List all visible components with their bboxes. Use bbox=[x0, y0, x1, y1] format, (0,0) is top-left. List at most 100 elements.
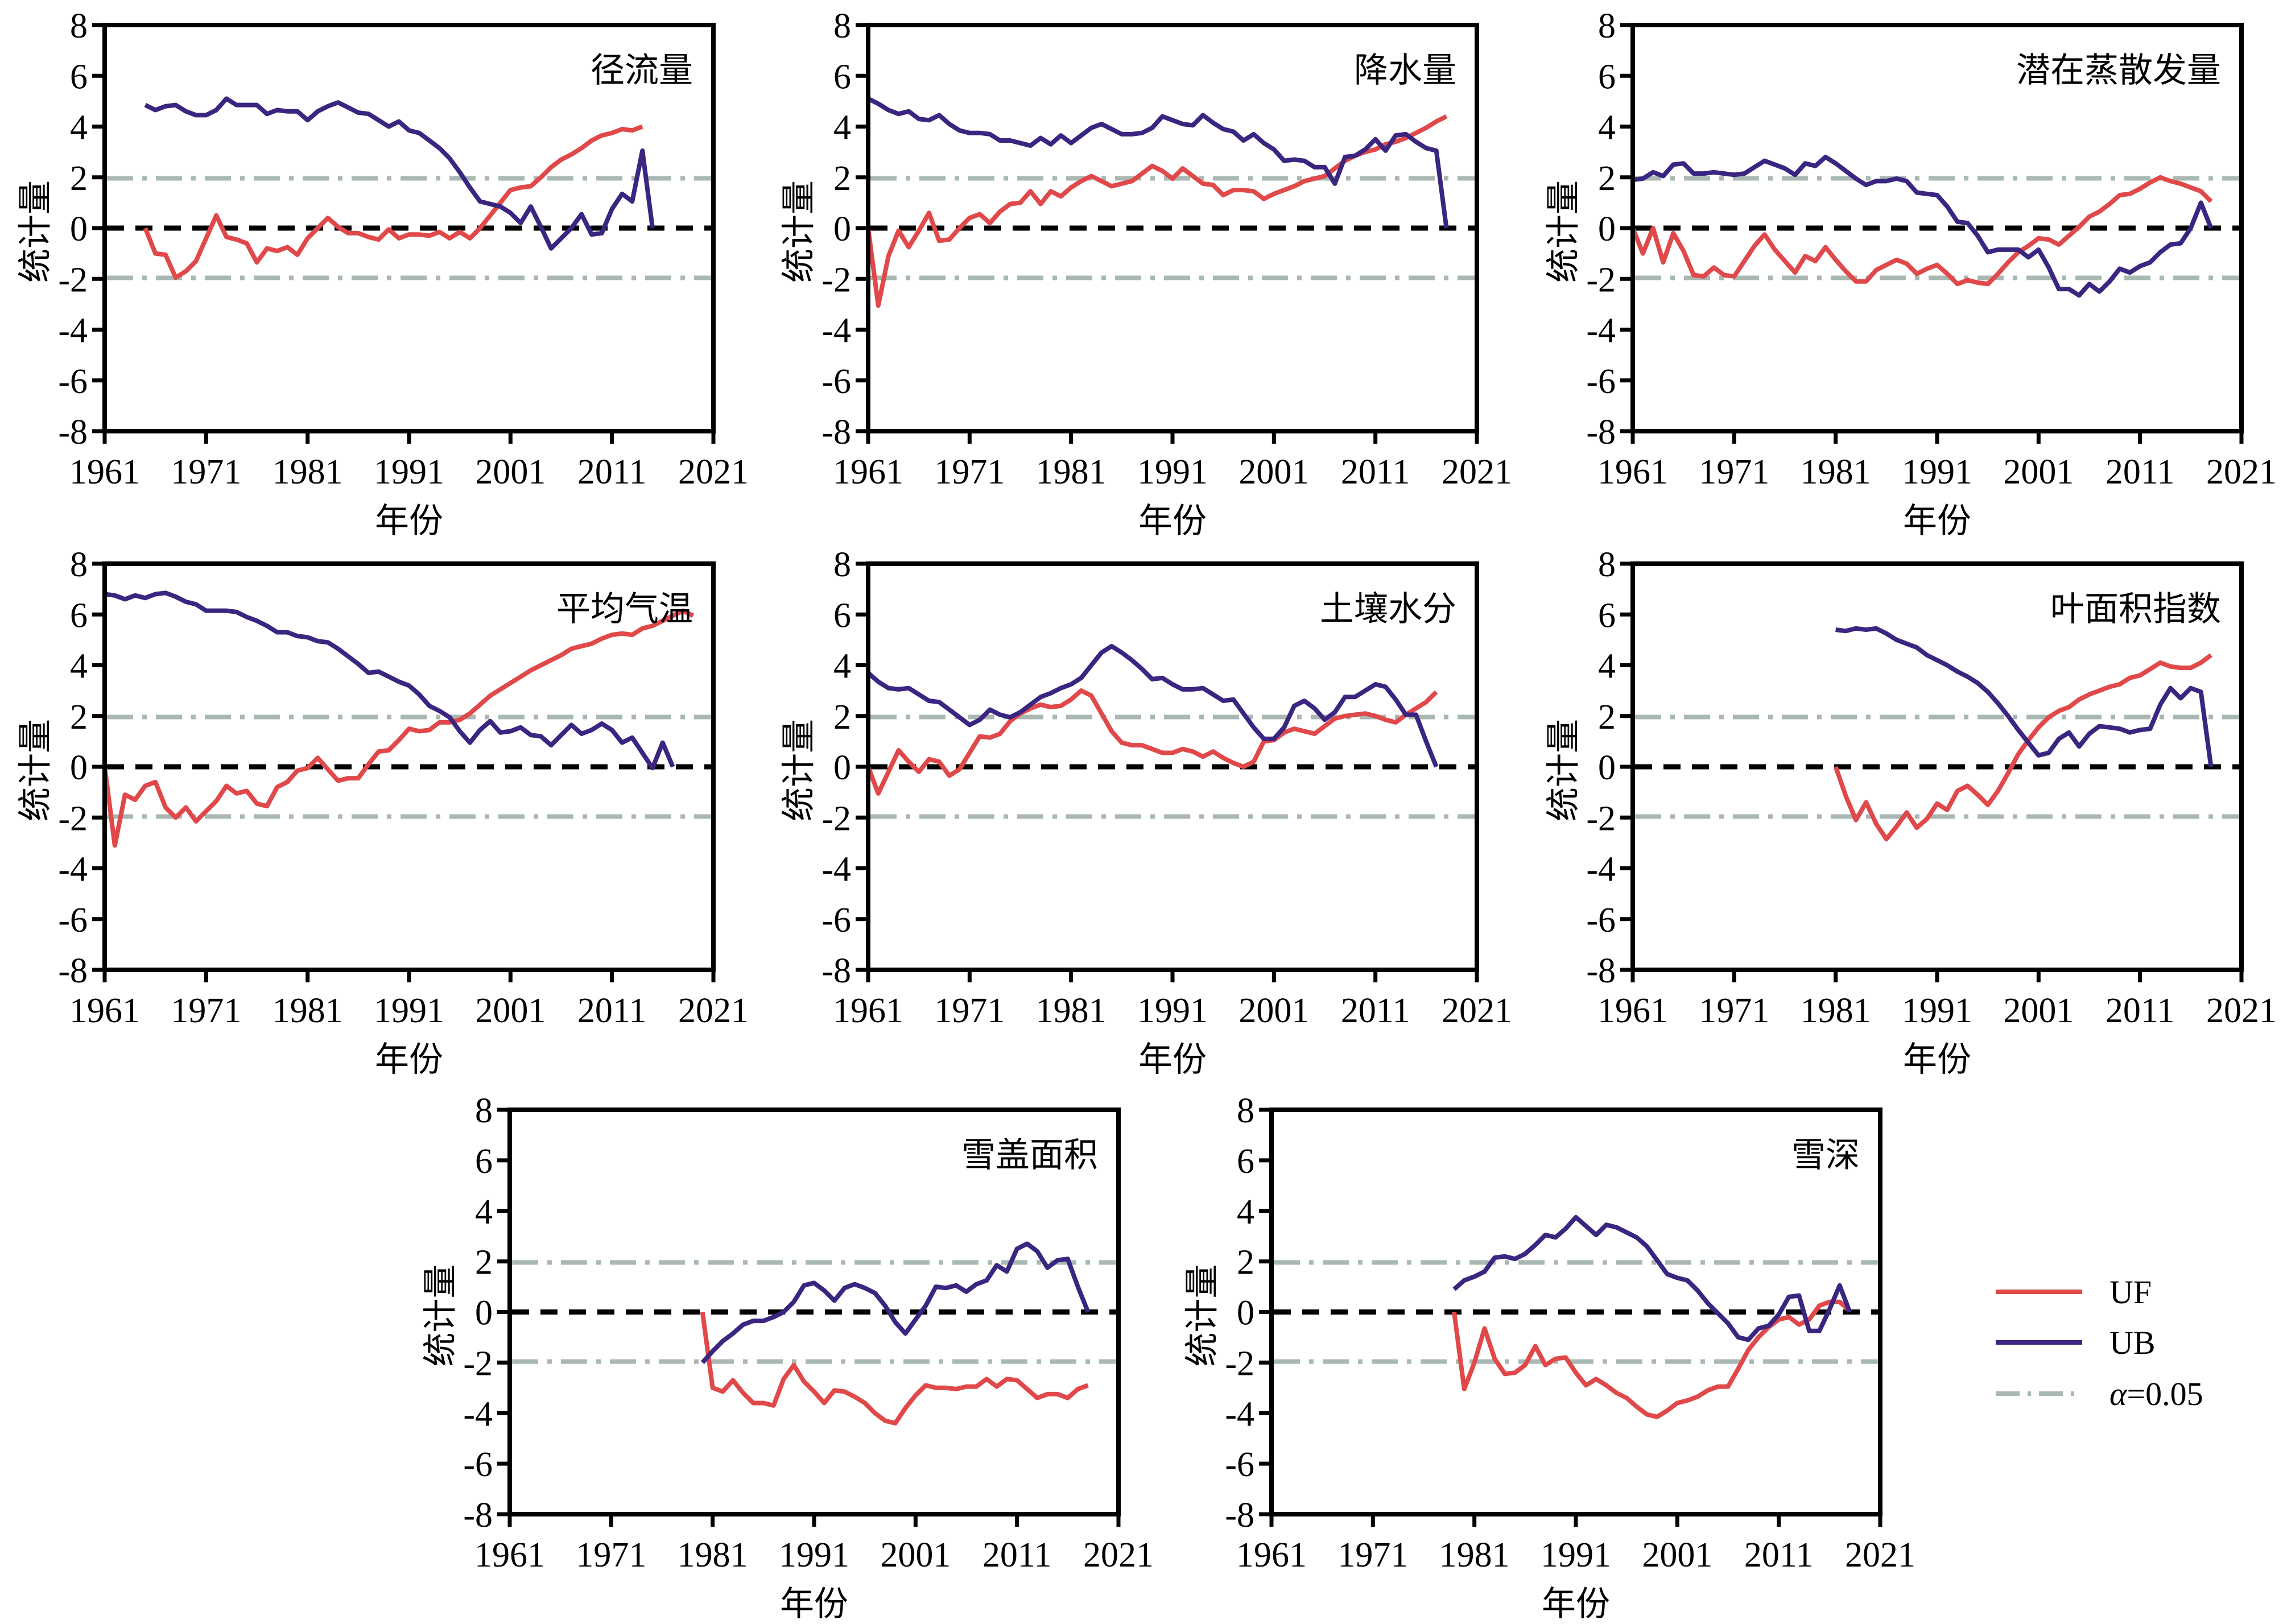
x-tick-label: 1971 bbox=[1337, 1536, 1408, 1575]
panel-title: 雪盖面积 bbox=[961, 1135, 1098, 1175]
y-tick-label: 6 bbox=[1598, 57, 1616, 96]
x-tick-label: 2021 bbox=[1083, 1536, 1154, 1575]
x-axis-title: 年份 bbox=[1138, 1040, 1207, 1080]
x-axis-title: 年份 bbox=[1138, 501, 1207, 541]
x-tick-label: 2021 bbox=[1845, 1536, 1915, 1575]
series-line-ub bbox=[700, 1241, 1091, 1365]
x-tick-label: 2021 bbox=[1442, 453, 1512, 491]
y-tick-label: -2 bbox=[821, 799, 851, 838]
y-tick-label: 0 bbox=[70, 210, 88, 249]
y-tick-label: -2 bbox=[463, 1344, 493, 1383]
y-tick-label: 2 bbox=[70, 159, 88, 198]
y-tick-label: -6 bbox=[463, 1445, 493, 1484]
y-tick-label: -8 bbox=[821, 413, 851, 452]
x-tick-label: 1991 bbox=[1137, 991, 1208, 1030]
x-tick-label: 2011 bbox=[1744, 1536, 1814, 1575]
y-tick-label: 4 bbox=[1237, 1193, 1254, 1232]
legend-ub-label: UB bbox=[2109, 1324, 2156, 1361]
y-tick-label: 6 bbox=[833, 596, 851, 635]
series-line-uf bbox=[143, 124, 643, 280]
y-tick-label: -6 bbox=[1586, 901, 1616, 940]
series-line-uf bbox=[866, 688, 1438, 796]
y-tick-label: 8 bbox=[833, 7, 851, 46]
y-tick-label: 0 bbox=[475, 1294, 493, 1333]
panel-title: 降水量 bbox=[1354, 51, 1456, 90]
x-axis-title: 年份 bbox=[780, 1584, 848, 1624]
y-tick-label: -8 bbox=[1586, 413, 1616, 452]
panel-title: 叶面积指数 bbox=[2050, 589, 2221, 629]
x-axis-title: 年份 bbox=[375, 1040, 443, 1080]
x-tick-label: 1981 bbox=[678, 1536, 748, 1575]
series-line-uf bbox=[1833, 653, 2212, 842]
x-tick-label: 1981 bbox=[273, 453, 343, 491]
y-tick-label: 0 bbox=[833, 210, 851, 249]
y-tick-label: -8 bbox=[463, 1496, 493, 1535]
x-tick-label: 2011 bbox=[982, 1536, 1052, 1575]
x-tick-label: 2001 bbox=[475, 991, 546, 1030]
chart-panel: -8 -6 -4 -2 0 2 4 6 8 1961 1971 1981 1991 2001 2011 202… bbox=[16, 7, 749, 541]
y-tick-label: -6 bbox=[821, 901, 851, 940]
series-line-ub bbox=[144, 96, 655, 251]
x-axis-title: 年份 bbox=[1903, 501, 1971, 541]
chart-panel: -8 -6 -4 -2 0 2 4 6 8 1961 1971 1981 1991 2001 2011 202… bbox=[1183, 1092, 1915, 1624]
panel-title: 潜在蒸散发量 bbox=[2016, 51, 2221, 90]
y-tick-label: -2 bbox=[1586, 799, 1616, 838]
y-tick-label: 0 bbox=[833, 749, 851, 787]
y-axis-title: 统计量 bbox=[16, 180, 56, 283]
y-tick-label: -6 bbox=[1225, 1445, 1254, 1484]
x-tick-label: 1971 bbox=[934, 991, 1005, 1030]
y-tick-label: 6 bbox=[1237, 1142, 1254, 1181]
y-tick-label: 2 bbox=[833, 159, 851, 198]
y-tick-label: 4 bbox=[475, 1193, 493, 1232]
y-tick-label: 0 bbox=[1237, 1294, 1254, 1333]
series-line-uf bbox=[700, 1311, 1089, 1425]
series-line-ub bbox=[104, 590, 675, 771]
y-tick-label: -4 bbox=[58, 850, 88, 889]
legend: UF UB α=0.05 bbox=[1996, 1274, 2203, 1412]
x-tick-label: 2001 bbox=[475, 453, 546, 491]
y-tick-label: -8 bbox=[1225, 1496, 1254, 1535]
series-line-ub bbox=[1632, 155, 2214, 298]
y-tick-label: 4 bbox=[1598, 109, 1616, 147]
y-tick-label: -4 bbox=[463, 1395, 493, 1433]
y-tick-label: -4 bbox=[1586, 850, 1616, 889]
series-line-ub bbox=[1835, 626, 2214, 767]
y-tick-label: -8 bbox=[1586, 952, 1616, 990]
y-axis-title: 统计量 bbox=[779, 180, 819, 283]
y-tick-label: 6 bbox=[833, 57, 851, 96]
y-axis-title: 统计量 bbox=[16, 719, 56, 821]
x-tick-label: 2001 bbox=[2003, 991, 2074, 1030]
y-tick-label: 2 bbox=[1598, 698, 1616, 737]
y-tick-label: 2 bbox=[1598, 159, 1616, 198]
chart-panel: -8 -6 -4 -2 0 2 4 6 8 1961 1971 1981 1991 2001 2011 202… bbox=[421, 1092, 1154, 1624]
x-tick-label: 2011 bbox=[577, 991, 647, 1030]
y-tick-label: -6 bbox=[58, 362, 88, 401]
series-line-uf bbox=[102, 608, 695, 848]
y-tick-label: -8 bbox=[58, 952, 88, 990]
x-tick-label: 1971 bbox=[934, 453, 1005, 491]
y-tick-label: -2 bbox=[1225, 1344, 1254, 1383]
y-tick-label: -2 bbox=[821, 261, 851, 299]
x-tick-label: 2011 bbox=[1341, 453, 1410, 491]
y-tick-label: 6 bbox=[70, 57, 88, 96]
y-tick-label: -2 bbox=[58, 799, 88, 838]
y-tick-label: -6 bbox=[58, 901, 88, 940]
x-tick-label: 2001 bbox=[1238, 453, 1309, 491]
x-tick-label: 1961 bbox=[833, 453, 903, 491]
y-axis-title: 统计量 bbox=[1183, 1265, 1223, 1367]
chart-panel: -8 -6 -4 -2 0 2 4 6 8 1961 1971 1981 1991 2001 2011 202… bbox=[779, 7, 1512, 541]
y-axis-title: 统计量 bbox=[421, 1265, 461, 1367]
series-line-ub bbox=[867, 96, 1449, 229]
x-tick-label: 1971 bbox=[1699, 453, 1769, 491]
legend-uf-label: UF bbox=[2109, 1274, 2152, 1311]
x-tick-label: 2011 bbox=[2106, 991, 2175, 1030]
y-tick-label: 6 bbox=[475, 1142, 493, 1181]
y-tick-label: 2 bbox=[475, 1243, 493, 1282]
x-tick-label: 1991 bbox=[779, 1536, 849, 1575]
x-tick-label: 1981 bbox=[1801, 453, 1871, 491]
y-tick-label: -6 bbox=[1586, 362, 1616, 401]
y-tick-label: 6 bbox=[70, 596, 88, 635]
x-axis-title: 年份 bbox=[1903, 1040, 1971, 1080]
